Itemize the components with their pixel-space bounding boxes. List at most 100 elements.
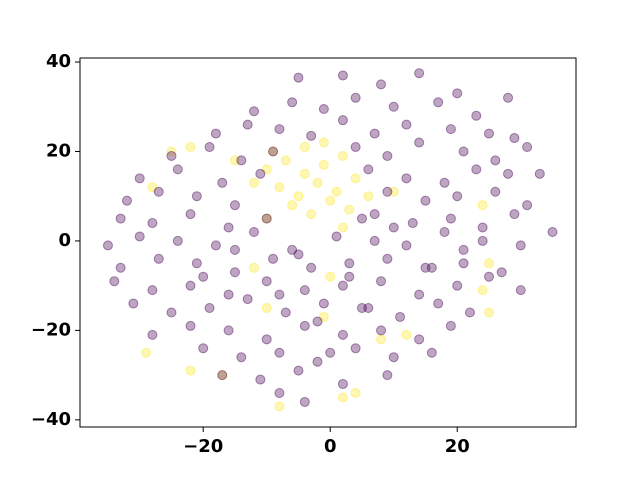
point xyxy=(134,231,145,242)
point xyxy=(229,267,240,278)
point xyxy=(401,329,412,340)
point xyxy=(445,320,456,331)
point xyxy=(503,168,514,179)
point xyxy=(337,70,348,81)
point xyxy=(217,370,228,381)
point xyxy=(153,186,164,197)
point xyxy=(299,396,310,407)
point xyxy=(458,244,469,255)
point xyxy=(388,101,399,112)
point xyxy=(452,280,463,291)
y-tick-label: −40 xyxy=(31,409,71,430)
point xyxy=(198,271,209,282)
point xyxy=(185,365,196,376)
point xyxy=(496,267,507,278)
point xyxy=(172,235,183,246)
point xyxy=(261,164,272,175)
point xyxy=(325,271,336,282)
point xyxy=(299,168,310,179)
point xyxy=(439,226,450,237)
point xyxy=(433,298,444,309)
point xyxy=(477,235,488,246)
point xyxy=(369,235,380,246)
point xyxy=(388,222,399,233)
point xyxy=(185,209,196,220)
x-tick-label: 0 xyxy=(324,436,337,457)
point xyxy=(483,271,494,282)
point xyxy=(223,222,234,233)
point xyxy=(204,142,215,153)
point xyxy=(261,276,272,287)
point xyxy=(382,253,393,264)
x-tick-label: 20 xyxy=(445,436,470,457)
point xyxy=(534,168,545,179)
point xyxy=(509,209,520,220)
point xyxy=(210,128,221,139)
point xyxy=(280,155,291,166)
point xyxy=(268,253,279,264)
point xyxy=(306,130,317,141)
point xyxy=(337,150,348,161)
point xyxy=(102,240,113,251)
point xyxy=(401,173,412,184)
point xyxy=(242,294,253,305)
point xyxy=(261,334,272,345)
point xyxy=(249,106,260,117)
point xyxy=(318,137,329,148)
y-tick-label: 20 xyxy=(46,140,71,161)
point xyxy=(255,374,266,385)
point xyxy=(356,303,367,314)
point xyxy=(229,244,240,255)
point xyxy=(249,262,260,273)
point xyxy=(325,347,336,358)
point xyxy=(185,142,196,153)
point xyxy=(337,392,348,403)
point xyxy=(274,401,285,412)
point xyxy=(414,137,425,148)
point xyxy=(363,303,374,314)
point xyxy=(274,124,285,135)
point xyxy=(426,262,437,273)
y-tick-label: 0 xyxy=(58,230,71,251)
point xyxy=(483,128,494,139)
point xyxy=(236,155,247,166)
point xyxy=(445,124,456,135)
point xyxy=(134,173,145,184)
point xyxy=(414,68,425,79)
point xyxy=(191,258,202,269)
point xyxy=(382,150,393,161)
point xyxy=(198,343,209,354)
point xyxy=(287,200,298,211)
point xyxy=(331,186,342,197)
point xyxy=(115,213,126,224)
point xyxy=(350,142,361,153)
point xyxy=(395,311,406,322)
point xyxy=(477,222,488,233)
point xyxy=(268,146,279,157)
point xyxy=(452,88,463,99)
point xyxy=(337,280,348,291)
point xyxy=(356,213,367,224)
point xyxy=(522,200,533,211)
point xyxy=(363,164,374,175)
point xyxy=(464,307,475,318)
x-tick-label: −20 xyxy=(183,436,223,457)
point xyxy=(388,352,399,363)
point xyxy=(477,200,488,211)
point xyxy=(350,388,361,399)
point xyxy=(420,262,431,273)
point xyxy=(255,168,266,179)
point xyxy=(299,320,310,331)
point xyxy=(185,280,196,291)
point xyxy=(274,347,285,358)
point xyxy=(401,119,412,130)
point xyxy=(515,285,526,296)
point xyxy=(344,271,355,282)
point xyxy=(293,72,304,83)
point xyxy=(147,329,158,340)
point xyxy=(337,329,348,340)
point xyxy=(166,146,177,157)
point xyxy=(471,110,482,121)
point xyxy=(420,195,431,206)
point xyxy=(166,307,177,318)
